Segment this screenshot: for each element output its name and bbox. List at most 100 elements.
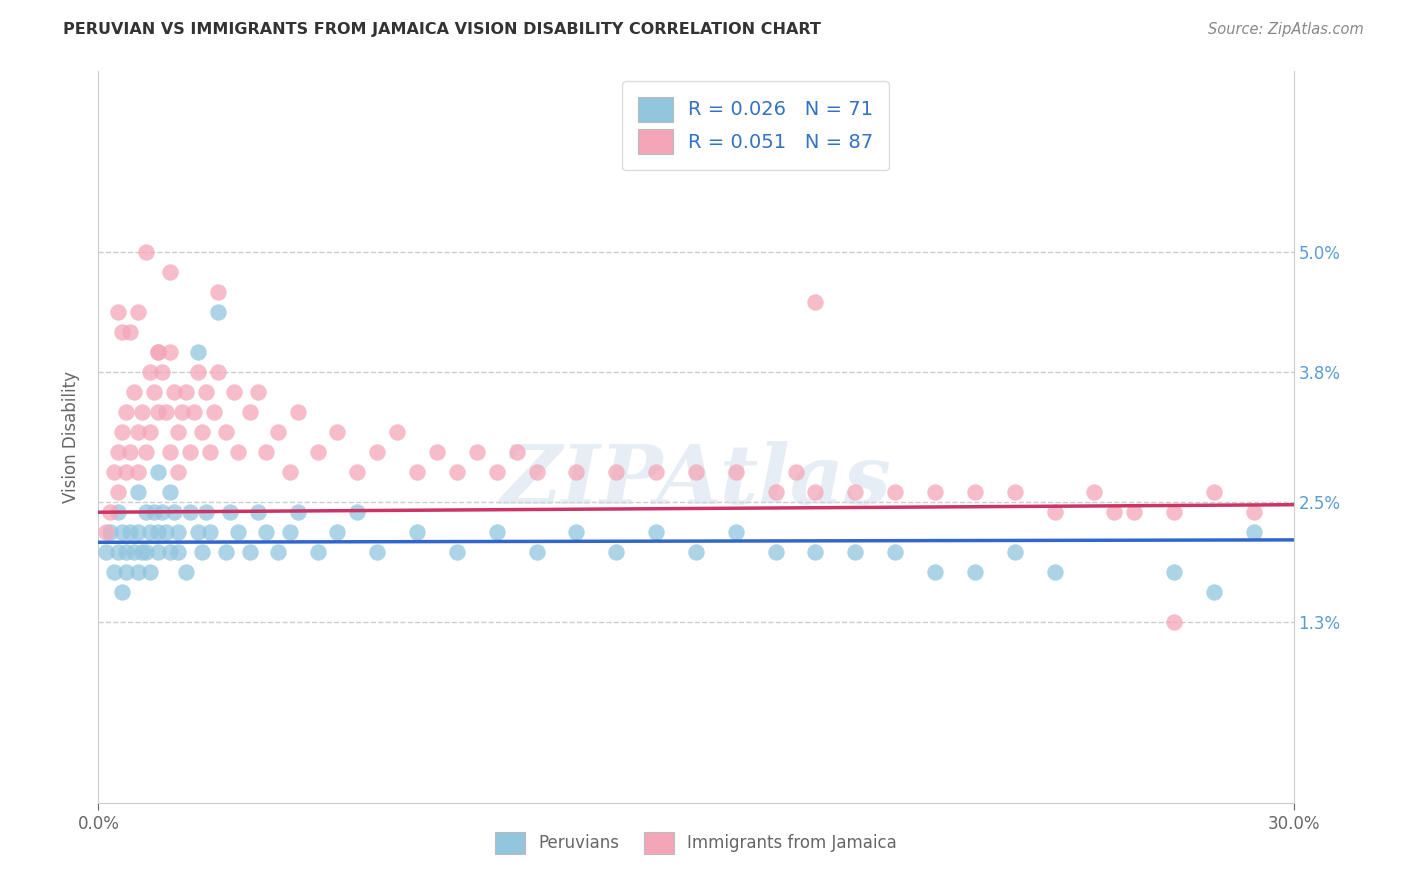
Point (107, 445, 129, 459)
Point (135, 545, 157, 559)
Text: PERUVIAN VS IMMIGRANTS FROM JAMAICA VISION DISABILITY CORRELATION CHART: PERUVIAN VS IMMIGRANTS FROM JAMAICA VISI… (63, 22, 821, 37)
Point (163, 505, 186, 519)
Point (246, 505, 269, 519)
Point (366, 445, 388, 459)
Point (127, 485, 149, 500)
Point (139, 566, 162, 580)
Point (159, 485, 181, 500)
Point (150, 505, 173, 519)
Point (1043, 566, 1066, 580)
Point (765, 545, 787, 559)
Point (187, 525, 209, 540)
Point (148, 345, 170, 359)
Point (139, 365, 162, 379)
Point (111, 425, 134, 439)
Point (844, 545, 866, 559)
Point (246, 384, 269, 399)
Point (326, 525, 349, 540)
Point (1163, 566, 1185, 580)
Point (111, 585, 134, 599)
Point (1004, 545, 1026, 559)
Point (765, 485, 787, 500)
Point (963, 566, 986, 580)
Point (148, 345, 170, 359)
Point (924, 485, 946, 500)
Point (254, 525, 277, 540)
Point (167, 545, 190, 559)
Point (267, 545, 290, 559)
Point (115, 405, 138, 419)
Point (526, 465, 548, 479)
Point (127, 525, 149, 540)
Point (139, 425, 162, 439)
Point (107, 545, 129, 559)
Point (131, 545, 153, 559)
Point (346, 505, 368, 519)
Point (346, 465, 368, 479)
Point (139, 525, 162, 540)
Point (485, 525, 508, 540)
Point (174, 566, 197, 580)
Point (226, 525, 249, 540)
Point (191, 425, 214, 439)
Point (406, 465, 429, 479)
Point (1202, 585, 1225, 599)
Point (187, 345, 209, 359)
Point (120, 525, 142, 540)
Point (844, 485, 866, 500)
Point (326, 425, 349, 439)
Point (1104, 505, 1126, 519)
Point (159, 545, 181, 559)
Point (115, 465, 138, 479)
Point (148, 405, 170, 419)
Point (191, 545, 214, 559)
Point (278, 525, 301, 540)
Point (884, 545, 907, 559)
Point (127, 425, 149, 439)
Point (167, 425, 190, 439)
Point (884, 485, 907, 500)
Point (111, 325, 134, 339)
Point (159, 445, 181, 459)
Point (195, 384, 218, 399)
Point (107, 485, 129, 500)
Point (179, 445, 201, 459)
Point (155, 405, 177, 419)
Point (1004, 485, 1026, 500)
Point (135, 445, 157, 459)
Text: ZIPAtlas: ZIPAtlas (501, 441, 891, 521)
Point (565, 465, 588, 479)
Point (804, 485, 827, 500)
Point (1163, 505, 1185, 519)
Point (446, 465, 468, 479)
Point (1243, 505, 1265, 519)
Point (131, 405, 153, 419)
Point (150, 365, 173, 379)
Point (148, 525, 170, 540)
Point (215, 425, 238, 439)
Point (804, 545, 827, 559)
Point (103, 566, 125, 580)
Point (724, 465, 747, 479)
Point (1083, 485, 1105, 500)
Point (148, 545, 170, 559)
Point (287, 405, 309, 419)
Point (219, 505, 242, 519)
Point (426, 445, 449, 459)
Point (406, 525, 429, 540)
Point (222, 384, 245, 399)
Text: Source: ZipAtlas.com: Source: ZipAtlas.com (1208, 22, 1364, 37)
Point (159, 265, 181, 279)
Point (120, 445, 142, 459)
Point (267, 425, 290, 439)
Point (167, 465, 190, 479)
Point (1043, 505, 1066, 519)
Point (1163, 615, 1185, 630)
Point (278, 465, 301, 479)
Point (143, 384, 166, 399)
Point (143, 505, 166, 519)
Point (202, 405, 225, 419)
Point (107, 505, 129, 519)
Point (366, 545, 388, 559)
Point (307, 445, 329, 459)
